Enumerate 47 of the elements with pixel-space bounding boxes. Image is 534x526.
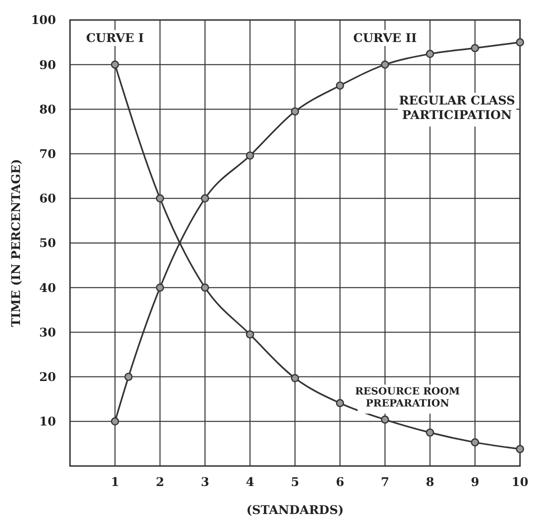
point xyxy=(110,417,120,426)
point xyxy=(426,50,434,58)
x-tick-label: 7 xyxy=(380,475,390,489)
series-label: CURVE II xyxy=(353,31,418,45)
point xyxy=(516,444,524,454)
y-axis-title: TIME (IN PERCENTAGE) xyxy=(9,158,23,328)
point xyxy=(470,438,480,446)
point xyxy=(516,38,524,46)
annotation: REGULAR CLASS PARTICIPATION xyxy=(398,94,516,122)
y-tick-label: 10 xyxy=(39,414,56,429)
x-tick-label: 3 xyxy=(200,475,210,489)
y-tick-label: 20 xyxy=(39,370,56,384)
point xyxy=(380,416,390,424)
y-tick-label: 100 xyxy=(30,13,56,28)
y-tick-label: 30 xyxy=(39,325,56,340)
point xyxy=(336,399,344,408)
x-tick-label: 4 xyxy=(246,475,254,489)
y-tick-label: 80 xyxy=(39,102,56,116)
point xyxy=(290,107,300,116)
y-tick-label: 40 xyxy=(39,280,56,295)
y-tick-label: 90 xyxy=(39,58,56,72)
y-tick-label: 70 xyxy=(39,147,56,161)
point xyxy=(124,372,133,381)
x-tick-label: 9 xyxy=(470,475,480,489)
x-tick-label: 2 xyxy=(156,475,164,489)
point xyxy=(426,428,434,437)
point xyxy=(246,330,254,339)
point xyxy=(200,284,210,292)
x-axis-title: (STANDARDS) xyxy=(246,503,344,517)
point xyxy=(380,60,390,69)
x-tick-label: 8 xyxy=(426,475,434,489)
point xyxy=(290,374,300,382)
y-tick-label: 60 xyxy=(39,192,56,206)
x-tick-label: 1 xyxy=(110,475,120,489)
point xyxy=(200,194,210,202)
point xyxy=(156,284,164,292)
point xyxy=(470,44,480,52)
annotation: RESOURCE ROOM PREPARATION xyxy=(355,386,460,410)
series-label: CURVE I xyxy=(86,31,144,45)
point xyxy=(336,81,344,90)
point xyxy=(156,194,164,202)
x-tick-label: 6 xyxy=(336,475,344,489)
x-tick-label: 10 xyxy=(512,475,528,489)
x-tick-label: 5 xyxy=(290,475,300,489)
point xyxy=(110,60,120,69)
point xyxy=(246,151,254,160)
y-tick-label: 50 xyxy=(39,236,56,250)
